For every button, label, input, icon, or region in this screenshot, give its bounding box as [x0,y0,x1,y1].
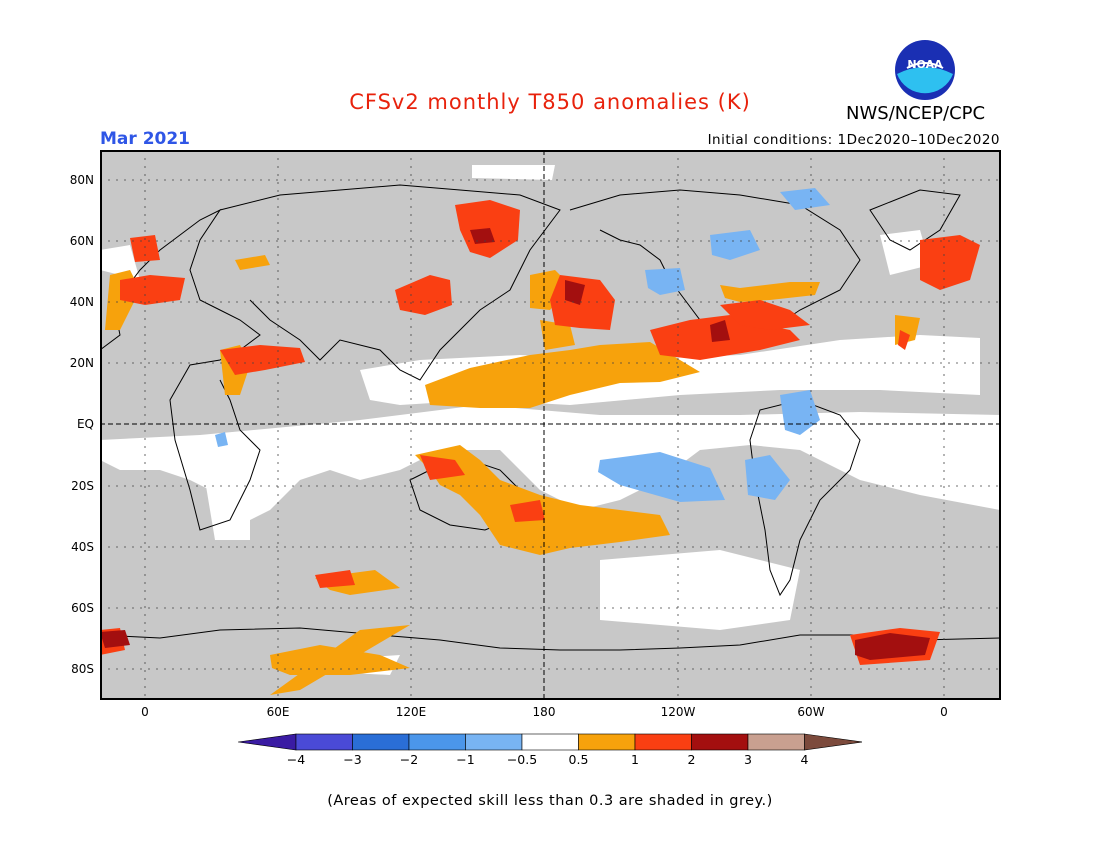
lon-label-120w: 120W [660,705,696,719]
initial-conditions-label: Initial conditions: 1Dec2020–10Dec2020 [707,132,1000,148]
lon-label-60w: 60W [797,705,825,719]
colorbar-tick-label: 4 [800,752,809,767]
warm-anomaly-2-3 [100,228,930,660]
lat-label-80n: 80N [69,173,94,187]
colorbar-bin [747,733,805,751]
logo-text: NOAA [907,58,943,71]
warm-anomaly-0.5-1 [105,255,920,695]
lat-label-40s: 40S [71,540,94,554]
anomaly-map [100,150,1001,700]
lat-label-eq: EQ [76,417,94,431]
lat-label-20n: 20N [69,356,94,370]
colorbar-bin-lowest [238,733,297,751]
lat-label-60n: 60N [69,234,94,248]
colorbar-bin [295,733,353,751]
map-frame [100,150,1001,700]
lon-label-0: 0 [141,705,149,719]
colorbar-tick-label: 3 [744,752,752,767]
cool-anomaly-neg1-neg0.5 [215,188,830,502]
colorbar-tick-label: −3 [343,752,362,767]
colorbar-bin [578,733,636,751]
skill-footnote: (Areas of expected skill less than 0.3 a… [327,793,773,809]
map-title: CFSv2 monthly T850 anomalies (K) [349,90,751,114]
lon-label-120e: 120E [395,705,427,719]
colorbar-bin [465,733,523,751]
colorbar-bin [521,733,579,751]
lat-label-20s: 20S [71,479,94,493]
lat-label-60s: 60S [71,601,94,615]
colorbar-tick-label: −4 [286,752,306,767]
noaa-logo: NOAA [895,40,955,100]
colorbar-tick-label: 1 [631,752,639,767]
valid-month-label: Mar 2021 [100,129,191,149]
coastlines [100,184,1001,651]
lon-label-60e: 60E [266,705,290,719]
colorbar [238,733,862,751]
lon-label-180: 180 [532,705,556,719]
colorbar-tick-label: 0.5 [568,752,589,767]
colorbar-bin-highest [804,733,862,751]
lat-label-40n: 40N [69,295,94,309]
colorbar-tick-label: −2 [399,752,419,767]
colorbar-bin [691,733,749,751]
colorbar-tick-label: 2 [687,752,696,767]
lat-label-80s: 80S [71,662,94,676]
colorbar-tick-label: −0.5 [506,752,538,767]
lon-label-0-east: 0 [940,705,948,719]
agency-label: NWS/NCEP/CPC [846,103,986,124]
colorbar-bin [634,733,692,751]
colorbar-tick-label: −1 [456,752,475,767]
colorbar-bin [352,733,410,751]
colorbar-bin [408,733,466,751]
